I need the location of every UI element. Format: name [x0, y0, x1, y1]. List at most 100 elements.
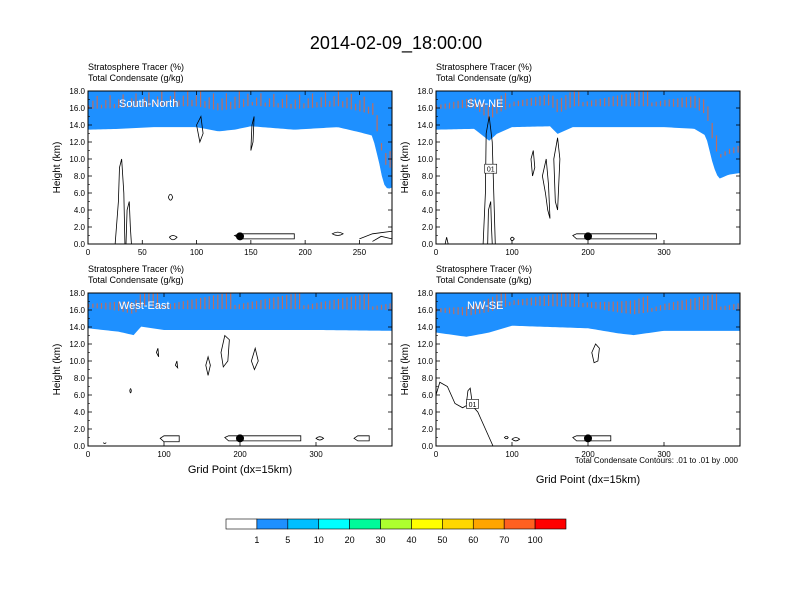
tracer-streak: [470, 98, 472, 109]
condensate-contour: [354, 436, 369, 441]
tracer-streak: [277, 103, 279, 108]
tracer-streak: [578, 91, 580, 107]
tracer-streak: [694, 95, 696, 108]
condensate-contour: [445, 237, 448, 244]
tracer-streak: [118, 99, 120, 109]
tracer-streak: [92, 303, 94, 308]
tracer-streak: [161, 304, 163, 309]
tracer-streak: [178, 100, 180, 107]
tracer-streak: [100, 104, 103, 109]
tracer-streak: [217, 294, 219, 310]
tracer-streak: [483, 102, 485, 116]
tracer-streak: [135, 93, 137, 108]
tracer-streak: [578, 293, 580, 308]
tracer-streak: [126, 301, 128, 313]
tracer-streak: [668, 302, 670, 310]
tracer-streak: [200, 297, 202, 310]
panel-subtitle-condensate: Total Condensate (g/kg): [436, 275, 532, 285]
condensate-contour: [316, 437, 324, 440]
colorbar-label: 30: [375, 535, 385, 545]
condensate-contour: [592, 344, 600, 363]
tracer-streak: [672, 98, 675, 107]
y-tick-label: 0.0: [422, 240, 434, 249]
x-tick-label: 200: [298, 248, 312, 257]
tracer-streak: [461, 99, 463, 109]
tracer-streak: [690, 96, 692, 108]
colorbar-label: 10: [314, 535, 324, 545]
tracer-streak: [496, 98, 498, 114]
tracer-streak: [556, 293, 558, 307]
tracer-streak: [608, 301, 610, 311]
panel-3: West-East Stratosphere Tracer (%)Total Co…: [52, 264, 393, 476]
tracer-streak: [479, 100, 481, 112]
tracer-streak: [165, 100, 167, 107]
tracer-streak: [724, 151, 726, 156]
contour-footnote: Total Condensate Contours: .01 to .01 by…: [575, 456, 739, 465]
tracer-streak: [474, 303, 476, 315]
x-tick-label: 300: [657, 248, 671, 257]
tracer-streak: [385, 153, 387, 165]
condensate-contour: [103, 443, 106, 444]
tracer-streak: [517, 299, 519, 306]
tracer-streak: [651, 308, 653, 312]
tracer-streak: [513, 101, 515, 107]
tracer-streak: [690, 298, 692, 310]
x-tick-label: 0: [86, 450, 91, 459]
panel-title: SW-NE: [467, 98, 503, 110]
y-axis-label: Height (km): [400, 344, 411, 396]
tracer-streak: [234, 96, 236, 109]
tracer-streak: [565, 95, 567, 110]
x-tick-label: 100: [190, 248, 204, 257]
tracer-streak: [552, 95, 554, 108]
colorbar: 1 5 10 20 30 40 50 60 70 100: [225, 518, 567, 545]
tracer-streak: [311, 93, 314, 108]
colorbar-label: 100: [528, 535, 543, 545]
contour-label: 01: [484, 163, 498, 174]
tracer-streak: [307, 98, 309, 109]
tracer-streak: [586, 101, 588, 107]
tracer-streak: [530, 97, 532, 106]
tracer-streak: [225, 93, 227, 110]
condensate-contours: [103, 336, 369, 444]
tracer-streak: [733, 304, 735, 310]
tracer-streak: [372, 306, 374, 310]
tracer-streak: [474, 97, 476, 109]
tracer-streak: [346, 297, 348, 310]
tracer-streak: [92, 100, 94, 109]
colorbar-swatch: [442, 518, 474, 530]
tracer-streak: [88, 304, 90, 308]
tracer-streak: [466, 99, 468, 109]
tracer-streak: [342, 101, 344, 108]
tracer-streak: [672, 302, 675, 310]
colorbar-swatch: [225, 518, 258, 530]
svg-text:01: 01: [487, 167, 495, 174]
svg-text:01: 01: [469, 402, 477, 409]
tracer-streak: [582, 102, 584, 107]
tracer-streak: [225, 293, 227, 310]
tracer-streak: [655, 101, 657, 107]
y-axis-label: Height (km): [52, 344, 63, 396]
tracer-streak: [479, 301, 481, 314]
tracer-streak: [337, 91, 339, 107]
tracer-streak: [496, 294, 498, 310]
tracer-streak: [638, 91, 640, 107]
panel-title: West-East: [119, 300, 170, 312]
tracer-streak: [316, 102, 318, 108]
tracer-streak: [113, 104, 115, 109]
panel-subtitle-condensate: Total Condensate (g/kg): [88, 73, 184, 83]
tracer-streak: [286, 295, 288, 310]
tracer-streak: [230, 293, 232, 310]
y-tick-label: 0.0: [74, 442, 86, 451]
tracer-streak: [122, 301, 124, 312]
tracer-streak: [182, 95, 184, 107]
tracer-streak: [604, 98, 606, 107]
tracer-streak: [461, 307, 463, 316]
tracer-streak: [363, 294, 365, 310]
tracer-streak: [444, 103, 446, 109]
tracer-streak: [234, 304, 236, 310]
tracer-streak: [500, 293, 502, 309]
colorbar-label: 5: [285, 535, 290, 545]
condensate-contour: [531, 151, 535, 177]
tracer-streak: [440, 308, 442, 313]
y-tick-label: 18.0: [69, 289, 85, 298]
